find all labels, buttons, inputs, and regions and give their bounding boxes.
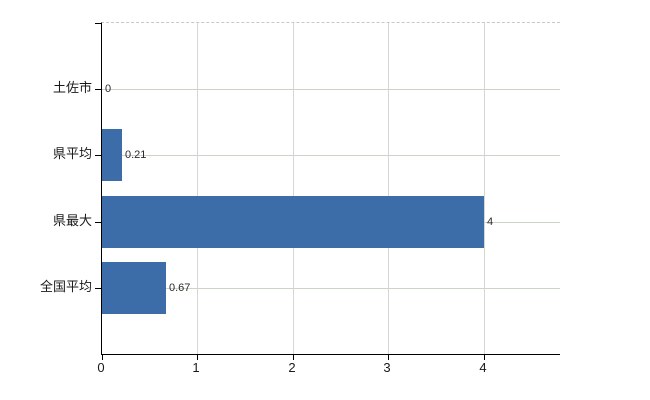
category-label: 土佐市	[52, 80, 92, 95]
vertical-gridline	[484, 23, 485, 354]
bar	[102, 196, 484, 248]
y-axis-end-tick	[95, 23, 102, 24]
bar	[102, 262, 166, 314]
category-label: 全国平均	[39, 279, 92, 294]
vertical-gridline	[293, 23, 294, 354]
vertical-gridline	[388, 23, 389, 354]
bar-value-label: 0	[105, 83, 112, 95]
category-label: 県平均	[52, 146, 92, 161]
x-axis-tick	[293, 355, 294, 360]
category-label: 県最大	[52, 213, 92, 228]
x-axis-tick-label: 4	[479, 360, 487, 375]
bar-value-label: 0.21	[125, 149, 147, 161]
x-axis-tick	[484, 355, 485, 360]
x-axis-tick	[388, 355, 389, 360]
bar-value-label: 4	[487, 216, 494, 228]
y-axis-tick	[95, 155, 102, 156]
plot-area: 0 0.21 4 0.67	[95, 22, 560, 360]
x-axis-tick-label: 1	[192, 360, 200, 375]
x-axis-tick	[197, 355, 198, 360]
bar	[102, 129, 122, 181]
horizontal-gridline	[102, 155, 560, 156]
x-axis-tick-label: 3	[383, 360, 391, 375]
horizontal-gridline	[102, 288, 560, 289]
horizontal-gridline	[102, 89, 560, 90]
y-axis-tick	[95, 288, 102, 289]
x-axis-tick	[102, 355, 103, 360]
y-axis-tick	[95, 222, 102, 223]
bar-value-label: 0.67	[169, 282, 191, 294]
y-axis-tick	[95, 89, 102, 90]
vertical-gridline	[197, 23, 198, 354]
x-axis-tick-label: 2	[288, 360, 296, 375]
x-axis-tick-label: 0	[97, 360, 105, 375]
